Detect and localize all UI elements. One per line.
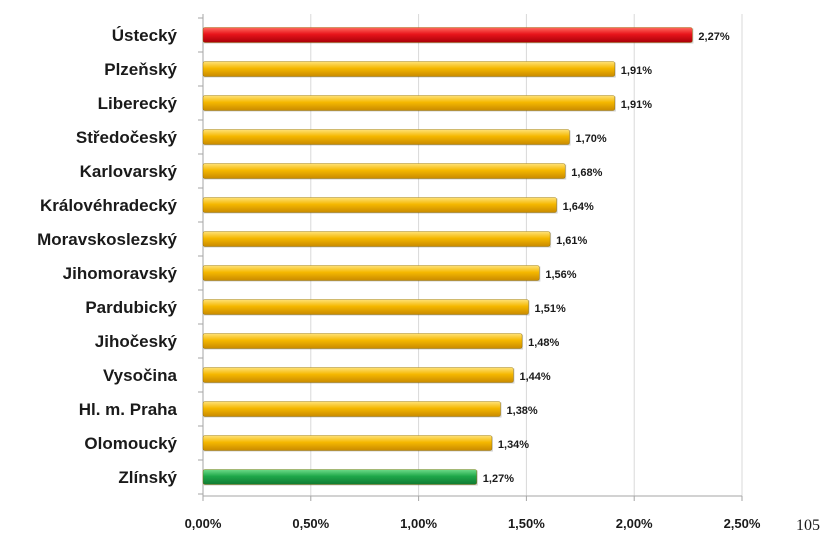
data-label: 1,56% xyxy=(545,269,576,281)
axes xyxy=(198,14,743,501)
bar-ústecký xyxy=(202,27,693,43)
data-label: 1,44% xyxy=(519,371,550,383)
bar-pardubický xyxy=(202,299,529,315)
bar-karlovarský xyxy=(202,163,566,179)
data-label: 1,38% xyxy=(507,405,538,417)
data-label: 1,34% xyxy=(498,439,529,451)
x-tick-label: 2,50% xyxy=(724,516,761,531)
bar-liberecký xyxy=(202,95,615,111)
category-label: Plzeňský xyxy=(104,60,177,79)
category-label: Jihočeský xyxy=(95,332,178,351)
category-label: Ústecký xyxy=(112,26,178,45)
page-number: 105 xyxy=(796,517,820,534)
category-label: Jihomoravský xyxy=(63,264,178,283)
bar-olomoucký xyxy=(202,435,493,451)
category-label: Karlovarský xyxy=(80,162,178,181)
data-label: 1,70% xyxy=(576,133,607,145)
gridlines xyxy=(310,14,743,496)
category-label: Královéhradecký xyxy=(40,196,178,215)
category-label: Olomoucký xyxy=(84,434,177,453)
data-label: 1,91% xyxy=(621,99,652,111)
category-label: Středočeský xyxy=(76,128,178,147)
bar-plzeňský xyxy=(202,61,615,77)
data-label: 1,27% xyxy=(483,473,514,485)
x-tick-label: 0,00% xyxy=(185,516,222,531)
bar-jihočeský xyxy=(202,333,523,349)
data-label: 1,64% xyxy=(563,201,594,213)
bar-jihomoravský xyxy=(202,265,540,281)
bar-zlínský xyxy=(202,469,478,485)
data-label: 1,68% xyxy=(571,167,602,179)
category-label: Hl. m. Praha xyxy=(79,400,178,419)
category-label: Pardubický xyxy=(85,298,177,317)
bar-hl-m-praha xyxy=(202,401,501,417)
category-label: Moravskoslezský xyxy=(37,230,177,249)
category-label: Zlínský xyxy=(118,468,177,487)
data-label: 1,48% xyxy=(528,337,559,349)
data-label: 1,51% xyxy=(535,303,566,315)
bar-středočeský xyxy=(202,129,570,145)
x-tick-label: 0,50% xyxy=(292,516,329,531)
bar-královéhradecký xyxy=(202,197,557,213)
bars xyxy=(202,27,694,486)
data-label: 2,27% xyxy=(698,31,729,43)
category-label: Vysočina xyxy=(103,366,178,385)
x-tick-label: 2,00% xyxy=(616,516,653,531)
category-label: Liberecký xyxy=(98,94,178,113)
bar-moravskoslezský xyxy=(202,231,551,247)
data-label: 1,91% xyxy=(621,65,652,77)
x-tick-label: 1,00% xyxy=(400,516,437,531)
x-tick-label: 1,50% xyxy=(508,516,545,531)
labels: Ústecký 2,27% Plzeňský 1,91% Liberecký 1,91% S… xyxy=(37,26,761,531)
data-label: 1,61% xyxy=(556,235,587,247)
bar-vysočina xyxy=(202,367,514,383)
